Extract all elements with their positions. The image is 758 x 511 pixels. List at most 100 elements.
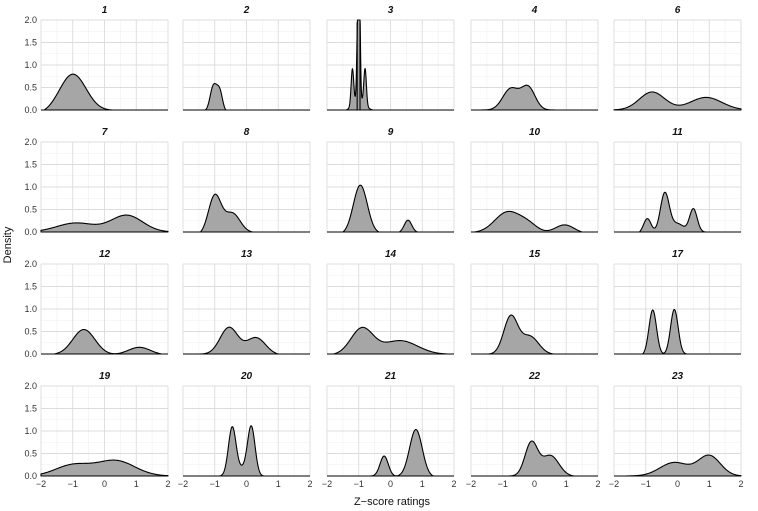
y-tick-label: 0.0 (24, 105, 37, 115)
y-tick-label: 0.5 (24, 327, 37, 337)
facet-panel: 22 −2 −1 0 1 2 (466, 371, 601, 489)
y-tick-label: 1.5 (24, 282, 37, 292)
facet-panel: 12 0.0 0.5 1.0 1.5 2.0 (24, 249, 169, 359)
x-tick-label: −2 (322, 479, 332, 489)
x-tick-label: 1 (134, 479, 139, 489)
facet-title: 22 (528, 371, 541, 382)
y-tick-label: 1.0 (24, 182, 37, 192)
y-tick-label: 2.0 (24, 259, 37, 269)
x-tick-label: 0 (244, 479, 249, 489)
y-tick-label: 1.0 (24, 304, 37, 314)
facet-title: 20 (240, 371, 253, 382)
y-tick-label: 1.5 (24, 160, 37, 170)
facet-title: 23 (671, 371, 684, 382)
facet-panel: 15 (470, 249, 599, 355)
facet-panel: 4 (470, 5, 599, 111)
density-area (53, 329, 163, 355)
facet-panel: 10 (470, 127, 599, 233)
x-tick-label: 1 (707, 479, 712, 489)
density-area (473, 210, 583, 233)
density-area (642, 308, 688, 355)
y-tick-label: 1.5 (24, 38, 37, 48)
density-area (506, 440, 575, 477)
x-tick-label: 1 (420, 479, 425, 489)
y-tick-label: 0.5 (24, 83, 37, 93)
facet-panel: 9 (326, 127, 455, 233)
facet-title: 1 (102, 5, 108, 16)
facet-title: 11 (672, 127, 683, 138)
x-tick-label: −1 (68, 479, 78, 489)
x-tick-label: −2 (609, 479, 619, 489)
x-tick-label: 1 (276, 479, 281, 489)
density-area (204, 83, 227, 111)
density-area (332, 326, 449, 355)
facet-title: 2 (243, 5, 250, 16)
facet-panel: 14 (326, 249, 455, 355)
facet-title: 14 (385, 249, 397, 260)
y-tick-label: 2.0 (24, 381, 37, 391)
density-area (40, 214, 169, 233)
y-tick-label: 0.0 (24, 349, 37, 359)
facet-title: 9 (388, 127, 394, 138)
facet-title: 21 (384, 371, 397, 382)
y-axis-title: Density (2, 226, 14, 263)
facet-title: 12 (99, 249, 111, 260)
density-area (199, 326, 279, 355)
facet-title: 7 (102, 127, 108, 138)
x-tick-label: 2 (451, 479, 456, 489)
y-tick-label: 0.5 (24, 205, 37, 215)
density-area (369, 428, 434, 477)
density-area (40, 459, 169, 477)
facet-title: 13 (241, 249, 253, 260)
x-tick-label: −2 (178, 479, 188, 489)
x-tick-label: 2 (595, 479, 600, 489)
y-tick-label: 0.0 (24, 227, 37, 237)
facet-panel: 11 (613, 127, 742, 233)
x-tick-label: −2 (36, 479, 46, 489)
density-area (613, 91, 742, 111)
facet-title: 6 (675, 5, 681, 16)
facet-panel: 20 −2 −1 0 1 2 (178, 371, 313, 489)
y-tick-label: 1.0 (24, 426, 37, 436)
density-area (487, 314, 555, 355)
facet-panel: 19 0.0 0.5 1.0 1.5 2.0 −2 −1 0 1 2 (24, 371, 170, 489)
facet-panel: 13 (182, 249, 311, 355)
y-tick-label: 0.5 (24, 449, 37, 459)
y-tick-label: 2.0 (24, 137, 37, 147)
x-axis-title: Z−score ratings (354, 496, 431, 508)
x-tick-label: −1 (641, 479, 651, 489)
density-area (638, 191, 707, 233)
facet-panel: 6 (613, 5, 742, 111)
y-tick-label: 0.0 (24, 471, 37, 481)
density-area (218, 425, 265, 477)
x-tick-label: 0 (675, 479, 680, 489)
facet-panel: 1 0.0 0.5 1.0 1.5 2.0 (24, 5, 169, 115)
x-tick-label: 0 (532, 479, 537, 489)
density-area (479, 84, 559, 111)
facet-title: 10 (529, 127, 541, 138)
facet-panel: 8 (182, 127, 311, 233)
density-area (199, 193, 254, 233)
y-tick-label: 1.0 (24, 60, 37, 70)
facet-panel: 3 (326, 5, 455, 111)
facet-title: 19 (99, 371, 111, 382)
facet-title: 4 (531, 5, 538, 16)
facet-title: 8 (244, 127, 250, 138)
facet-title: 3 (388, 5, 394, 16)
x-tick-label: 1 (564, 479, 569, 489)
y-tick-label: 1.5 (24, 404, 37, 414)
x-tick-label: 2 (307, 479, 312, 489)
x-tick-label: −1 (354, 479, 364, 489)
x-tick-label: 0 (388, 479, 393, 489)
x-tick-label: −1 (498, 479, 508, 489)
y-tick-label: 2.0 (24, 15, 37, 25)
facet-title: 17 (672, 249, 684, 260)
x-tick-label: 2 (165, 479, 170, 489)
x-tick-label: 0 (102, 479, 107, 489)
facet-title: 15 (529, 249, 541, 260)
x-tick-label: −1 (210, 479, 220, 489)
x-tick-label: −2 (466, 479, 476, 489)
facet-panel: 7 0.0 0.5 1.0 1.5 2.0 (24, 127, 169, 237)
facet-panel: 17 (613, 249, 742, 355)
